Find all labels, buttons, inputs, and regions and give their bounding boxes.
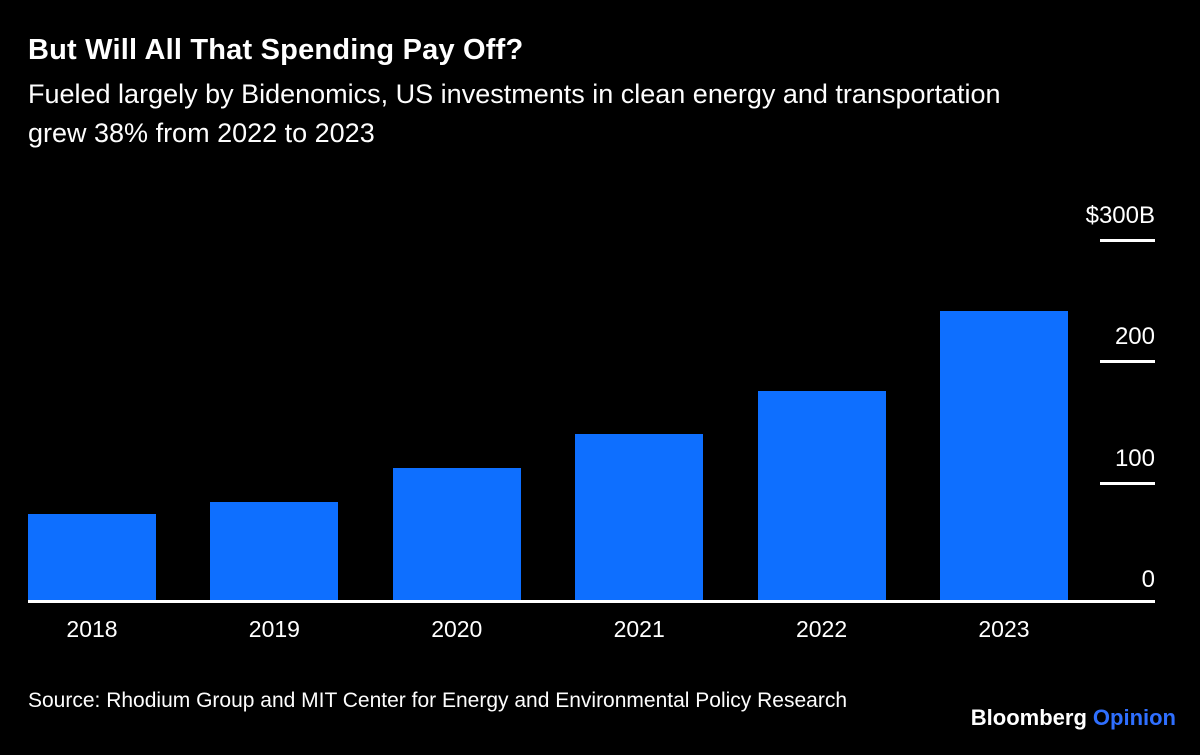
brand-name: Bloomberg [970, 705, 1087, 730]
chart-title: But Will All That Spending Pay Off? [28, 34, 524, 66]
y-tick-label-200: 200 [1114, 323, 1155, 351]
bar-chart: $300B 200 100 0 2018 2019 2020 2021 2022 2023 [28, 202, 1178, 643]
bars-container [28, 239, 1068, 603]
x-tick-label-2018: 2018 [66, 616, 118, 642]
x-tick-label-2021: 2021 [613, 616, 665, 642]
x-axis-labels: 2018 2019 2020 2021 2022 2023 [28, 616, 1068, 643]
y-tick-line-100 [1100, 481, 1155, 485]
bar-2019 [210, 502, 339, 603]
bar-2020 [392, 468, 521, 603]
y-tick-line-200 [1100, 360, 1155, 364]
bloomberg-opinion-logo: Bloomberg Opinion [971, 705, 1176, 731]
x-tick-label-2020: 2020 [431, 616, 483, 642]
plot-area: $300B 200 100 0 [28, 202, 1178, 603]
x-tick-label-2022: 2022 [795, 616, 848, 642]
bar-2021 [575, 434, 704, 603]
bar-2018 [28, 514, 156, 603]
bar-2022 [757, 390, 886, 603]
y-tick-label-300: $300B [1085, 202, 1155, 229]
x-tick-label-2019: 2019 [248, 616, 300, 642]
chart-subtitle: Fueled largely by Bidenomics, US investm… [28, 79, 1001, 148]
x-tick-label-2023: 2023 [978, 616, 1030, 642]
brand-suffix: Opinion [1092, 705, 1176, 730]
source-note: Source: Rhodium Group and MIT Center for… [28, 689, 848, 712]
bar-2023 [939, 310, 1068, 603]
y-tick-label-100: 100 [1114, 444, 1155, 472]
y-tick-label-0: 0 [1141, 566, 1155, 593]
x-axis-baseline [28, 600, 1155, 603]
y-tick-line-300 [1100, 239, 1155, 242]
